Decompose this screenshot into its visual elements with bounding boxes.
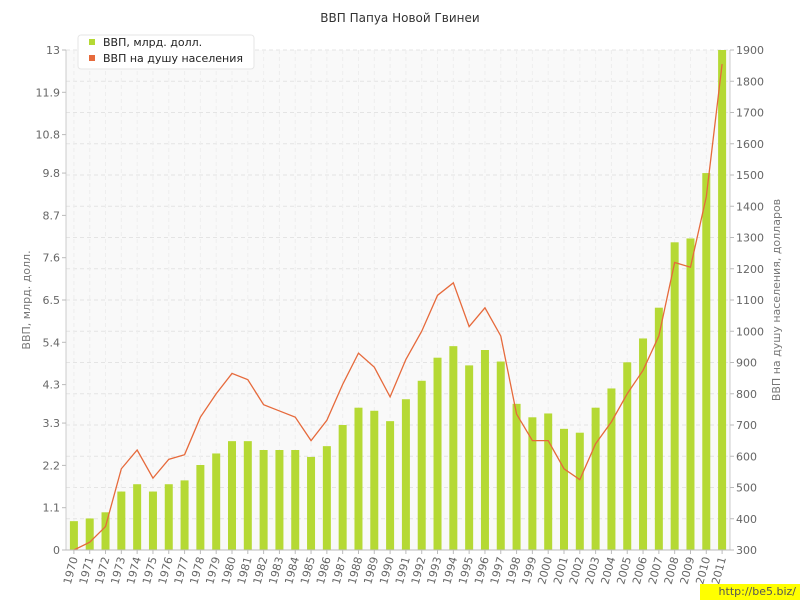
gdp-bar	[433, 357, 442, 550]
gdp-bar	[259, 450, 268, 550]
right-tick-label: 1700	[736, 107, 764, 120]
left-tick-label: 10.8	[36, 129, 61, 142]
gdp-bar	[560, 428, 568, 550]
right-tick-label: 1800	[736, 75, 764, 88]
left-tick-label: 3.3	[43, 417, 61, 430]
left-axis-ticks: 0 1.1 2.2 3.3 4.3 5.4 6.5 7.6 8.7 9.8 10.8 11.9 13	[36, 44, 66, 557]
gdp-bar	[275, 450, 284, 550]
gdp-bar	[401, 399, 410, 550]
gdp-bar	[370, 410, 379, 550]
gdp-bar	[670, 242, 679, 551]
left-tick-label: 6.5	[43, 294, 61, 307]
gdp-bar	[85, 518, 94, 550]
gdp-bar	[449, 346, 458, 550]
gdp-bar	[117, 491, 126, 550]
gdp-bar	[417, 380, 426, 550]
right-tick-label: 600	[736, 450, 757, 463]
left-tick-label: 7.6	[43, 252, 61, 265]
gdp-bar	[686, 238, 695, 550]
gdp-bar	[322, 446, 331, 550]
right-tick-label: 500	[736, 482, 757, 495]
left-tick-label: 9.8	[43, 167, 61, 180]
left-tick-label: 8.7	[43, 209, 61, 222]
right-axis-title: ВВП на душу населения, долларов	[770, 199, 783, 401]
gdp-bar	[164, 484, 173, 550]
gdp-bar	[212, 453, 221, 550]
gdp-bar	[101, 512, 110, 550]
legend-swatch-per-capita	[89, 55, 95, 61]
gdp-bar	[512, 403, 521, 550]
gdp-bar	[386, 421, 395, 550]
right-tick-label: 1400	[736, 200, 764, 213]
right-tick-label: 1200	[736, 263, 764, 276]
gdp-bar	[639, 338, 648, 550]
left-tick-label: 13	[46, 44, 60, 57]
gdp-bar	[575, 432, 584, 550]
gdp-bar	[180, 480, 189, 550]
gdp-bar	[607, 388, 616, 550]
gdp-bar	[291, 450, 300, 550]
right-tick-label: 400	[736, 513, 757, 526]
legend-label-gdp: ВВП, млрд. долл.	[103, 36, 202, 49]
gdp-bar	[718, 50, 727, 550]
left-tick-label: 11.9	[36, 86, 61, 99]
legend-swatch-gdp	[89, 39, 95, 45]
right-tick-label: 900	[736, 357, 757, 370]
gdp-bar	[354, 407, 363, 550]
gdp-bar	[69, 521, 78, 550]
per-capita-line	[73, 63, 723, 551]
right-tick-label: 300	[736, 544, 757, 557]
right-axis-ticks: 300 400 500 600 700 800 900 1000 1100 1200 1300 140…	[730, 44, 764, 557]
right-tick-label: 1500	[736, 169, 764, 182]
right-tick-label: 1000	[736, 325, 764, 338]
gdp-bar	[338, 425, 347, 550]
gdp-bar	[196, 465, 205, 550]
x-axis-ticks: 1970197119721973197419751976197719781979…	[61, 550, 729, 586]
right-tick-label: 1100	[736, 294, 764, 307]
left-tick-label: 4.3	[43, 379, 61, 392]
right-tick-label: 1600	[736, 138, 764, 151]
legend-label-per-capita: ВВП на душу населения	[103, 52, 243, 65]
gdp-bar	[480, 350, 489, 550]
left-axis-title: ВВП, млрд. долл.	[20, 250, 33, 349]
gdp-bar	[148, 491, 157, 550]
legend: ВВП, млрд. долл. ВВП на душу населения	[77, 34, 255, 70]
left-tick-label: 0	[53, 544, 60, 557]
gdp-bar	[133, 484, 142, 550]
chart-title: ВВП Папуа Новой Гвинеи	[320, 11, 479, 25]
gdp-bar	[496, 361, 505, 550]
left-tick-label: 1.1	[43, 502, 61, 515]
right-tick-label: 1300	[736, 232, 764, 245]
gdp-bar	[465, 365, 474, 550]
gdp-bar	[307, 456, 316, 550]
gdp-bar	[528, 417, 537, 550]
right-tick-label: 1900	[736, 44, 764, 57]
watermark: http://be5.biz/	[700, 584, 800, 600]
gdp-bars	[69, 50, 727, 551]
gdp-bar	[544, 413, 553, 550]
gdp-bar	[243, 441, 252, 550]
right-tick-label: 800	[736, 388, 757, 401]
gdp-bar	[654, 307, 663, 550]
gdp-bar	[591, 407, 600, 550]
legend-box	[77, 34, 255, 70]
left-tick-label: 5.4	[43, 336, 61, 349]
left-tick-label: 2.2	[43, 459, 61, 472]
per-capita-line-group	[73, 63, 723, 551]
gdp-bar	[702, 173, 711, 551]
gdp-bar	[228, 441, 236, 550]
right-tick-label: 700	[736, 419, 757, 432]
gdp-bar	[623, 362, 632, 550]
